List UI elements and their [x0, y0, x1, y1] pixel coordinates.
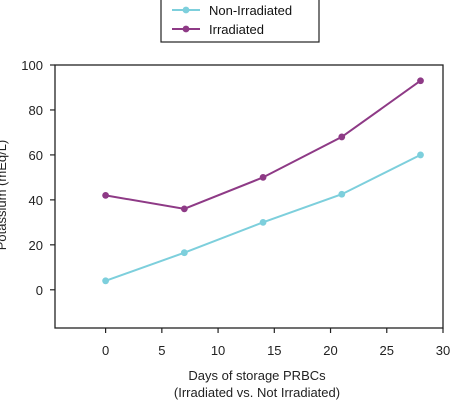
legend-swatch-marker — [182, 6, 190, 14]
plot-frame — [54, 64, 444, 329]
x-tick-label: 15 — [267, 343, 281, 358]
data-point — [259, 173, 267, 181]
data-point — [338, 133, 346, 141]
x-axis-title: Days of storage PRBCs — [188, 368, 326, 383]
data-point — [180, 205, 188, 213]
x-tick-label: 5 — [158, 343, 165, 358]
series-line-1 — [105, 79, 422, 210]
y-tick-label: 100 — [21, 58, 43, 73]
x-tick-label: 20 — [323, 343, 337, 358]
legend-label: Non-Irradiated — [209, 3, 292, 18]
y-tick-label: 80 — [29, 103, 43, 118]
x-tick-label: 30 — [436, 343, 450, 358]
data-point — [417, 77, 424, 85]
legend: Non-Irradiated Irradiated — [160, 0, 320, 43]
data-point — [102, 191, 110, 199]
data-point — [259, 218, 267, 226]
data-point — [180, 249, 188, 257]
y-tick-label: 40 — [29, 193, 43, 208]
x-tick-label: 25 — [380, 343, 394, 358]
y-tick-label: 0 — [36, 283, 43, 298]
y-axis-title: Potassium (mEq/L) — [0, 140, 9, 251]
x-tick-label: 10 — [211, 343, 225, 358]
x-axis-subtitle: (Irradiated vs. Not Irradiated) — [174, 385, 340, 400]
y-tick-label: 20 — [29, 238, 43, 253]
data-point — [417, 151, 424, 159]
series-line-0 — [105, 154, 421, 282]
y-tick-label: 60 — [29, 148, 43, 163]
legend-label: Irradiated — [209, 22, 264, 37]
legend-swatch-marker — [182, 25, 190, 33]
data-point — [338, 190, 346, 198]
x-tick-label: 0 — [102, 343, 109, 358]
data-point — [102, 277, 110, 285]
